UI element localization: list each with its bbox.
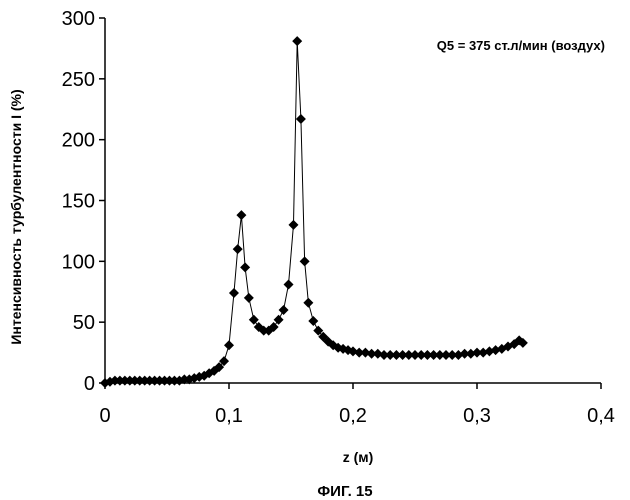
figure-caption: ФИГ. 15 (317, 483, 372, 500)
x-tick-label: 0,4 (587, 405, 615, 427)
data-point (229, 288, 239, 298)
series-line (105, 41, 523, 383)
y-tick-label: 200 (62, 130, 95, 152)
y-tick-label: 150 (62, 191, 95, 213)
data-point (274, 315, 284, 325)
data-point (303, 298, 313, 308)
data-point (244, 293, 254, 303)
data-point (279, 305, 289, 315)
data-point (249, 315, 259, 325)
x-tick-label: 0 (99, 405, 110, 427)
data-point (300, 256, 310, 266)
y-tick-label: 50 (73, 312, 95, 334)
x-tick-label: 0,1 (215, 405, 243, 427)
data-point (308, 316, 318, 326)
data-point (288, 220, 298, 230)
x-axis-title: z (м) (343, 449, 374, 465)
y-tick-label: 300 (62, 8, 95, 30)
data-point (224, 340, 234, 350)
y-ticks: 0 50 100 150 200 250 300 (62, 8, 105, 395)
x-tick-label: 0,2 (339, 405, 367, 427)
y-tick-label: 100 (62, 251, 95, 273)
data-point (296, 114, 306, 124)
data-point (240, 262, 250, 272)
data-point (233, 244, 243, 254)
chart-annotation: Q5 = 375 ст.л/мин (воздух) (437, 38, 605, 53)
data-point (292, 36, 302, 46)
x-ticks: 0 0,1 0,2 0,3 0,4 (99, 383, 614, 427)
data-point (236, 210, 246, 220)
series-markers (100, 36, 528, 388)
y-axis-title: Интенсивность турбулентности I (%) (8, 89, 24, 344)
y-tick-label: 0 (84, 373, 95, 395)
data-point (284, 279, 294, 289)
y-tick-label: 250 (62, 69, 95, 91)
x-tick-label: 0,3 (463, 405, 491, 427)
